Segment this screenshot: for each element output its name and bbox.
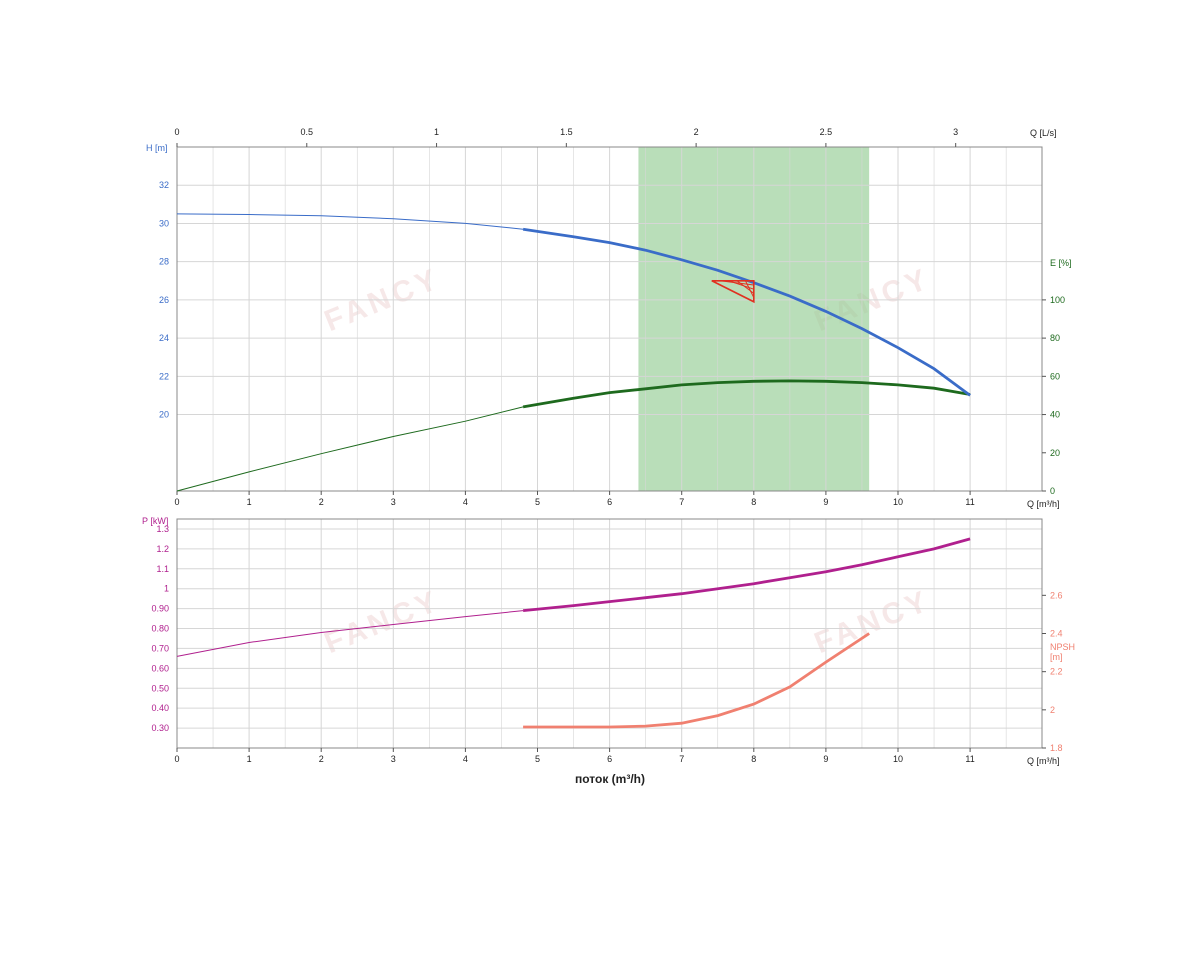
y-tick-label: 40 [1050, 410, 1060, 420]
y-tick-label: 2.6 [1050, 590, 1063, 600]
x-tick-label: 6 [607, 754, 612, 764]
y-tick-label: 1.8 [1050, 743, 1063, 753]
x-tick-label: 0 [174, 754, 179, 764]
y-tick-label: 2.2 [1050, 667, 1063, 677]
y-tick-label: 2 [1050, 705, 1055, 715]
power-npsh-chart: 0 1 2 3 4 5 6 7 8 9 10 11 0.300.400.500.600.700.800… [142, 516, 1075, 786]
top-tick-label: 1.5 [560, 127, 573, 137]
y-tick-label: 24 [159, 333, 169, 343]
y-tick-label: 80 [1050, 333, 1060, 343]
x-tick-label: 0 [174, 497, 179, 507]
duty-point-hatch [728, 280, 754, 290]
x-tick-label: 2 [319, 497, 324, 507]
x-tick-label: 5 [535, 754, 540, 764]
npsh-axis-ticks: 1.8 2 2.2 2.4 2.6 [1042, 590, 1063, 753]
duty-point-hatch [720, 280, 754, 286]
y-tick-label: 0.30 [151, 723, 169, 733]
power-axis-label: P [kW] [142, 516, 168, 526]
top-tick-label: 2 [694, 127, 699, 137]
y-tick-label: 0.70 [151, 643, 169, 653]
y-tick-label: 1.1 [156, 564, 169, 574]
y-tick-label: 0.90 [151, 604, 169, 614]
y-tick-label: 0 [1050, 486, 1055, 496]
x-tick-label: 2 [319, 754, 324, 764]
y-tick-label: 22 [159, 371, 169, 381]
top-tick-label: 1 [434, 127, 439, 137]
top-tick-label: 0 [174, 127, 179, 137]
head-efficiency-chart: 0 1 2 3 4 5 6 7 8 9 10 11 0 0.5 1 1.5 2 2.5 3 20 22 24 26 28 3… [146, 127, 1072, 509]
flow-axis-title: поток (m³/h) [575, 772, 645, 786]
upper-top-axis-label: Q [L/s] [1030, 128, 1057, 138]
x-tick-label: 8 [751, 754, 756, 764]
top-tick-label: 2.5 [820, 127, 833, 137]
x-tick-label: 1 [247, 497, 252, 507]
y-tick-label: 0.80 [151, 624, 169, 634]
power-curve-thin [176, 610, 524, 657]
x-tick-label: 8 [751, 497, 756, 507]
x-tick-label: 9 [823, 497, 828, 507]
npsh-curve [523, 632, 870, 729]
y-tick-label: 20 [159, 410, 169, 420]
y-tick-label: 100 [1050, 295, 1065, 305]
head-axis-ticks: 20 22 24 26 28 30 32 [159, 180, 169, 419]
x-tick-label: 9 [823, 754, 828, 764]
x-tick-label: 4 [463, 497, 468, 507]
upper-x-ticks: 0 1 2 3 4 5 6 7 8 9 10 11 [174, 491, 975, 507]
lower-grid [177, 519, 1042, 748]
head-axis-label: H [m] [146, 143, 168, 153]
y-tick-label: 1.3 [156, 524, 169, 534]
x-tick-label: 1 [247, 754, 252, 764]
upper-grid [177, 147, 1042, 491]
x-tick-label: 3 [391, 754, 396, 764]
upper-x-axis-label: Q [m³/h] [1027, 499, 1060, 509]
x-tick-label: 3 [391, 497, 396, 507]
y-tick-label: 0.40 [151, 703, 169, 713]
y-tick-label: 60 [1050, 371, 1060, 381]
npsh-axis-label-line1: NPSH [1050, 642, 1075, 652]
y-tick-label: 28 [159, 257, 169, 267]
y-tick-label: 20 [1050, 448, 1060, 458]
x-tick-label: 6 [607, 497, 612, 507]
x-tick-label: 10 [893, 497, 903, 507]
y-tick-label: 32 [159, 180, 169, 190]
lower-x-ticks: 0 1 2 3 4 5 6 7 8 9 10 11 [174, 748, 975, 764]
y-tick-label: 2.4 [1050, 629, 1063, 639]
x-tick-label: 7 [679, 497, 684, 507]
x-tick-label: 11 [965, 497, 974, 507]
duty-point-hatch [744, 280, 755, 298]
x-tick-label: 4 [463, 754, 468, 764]
duty-point-marker [711, 279, 755, 304]
head-curve-thin [176, 213, 524, 230]
y-tick-label: 26 [159, 295, 169, 305]
duty-point-triangle [711, 279, 755, 304]
npsh-axis-label-line2: [m] [1050, 652, 1063, 662]
x-tick-label: 11 [965, 754, 974, 764]
efficiency-axis-ticks: 0 20 40 60 80 100 [1042, 295, 1065, 496]
y-tick-label: 1 [164, 584, 169, 594]
x-tick-label: 10 [893, 754, 903, 764]
top-tick-label: 3 [953, 127, 958, 137]
upper-top-x-ticks: 0 0.5 1 1.5 2 2.5 3 [174, 127, 958, 147]
y-tick-label: 1.2 [156, 544, 169, 554]
lower-series [176, 537, 971, 729]
lower-x-axis-label: Q [m³/h] [1027, 756, 1060, 766]
y-tick-label: 0.60 [151, 663, 169, 673]
x-tick-label: 5 [535, 497, 540, 507]
efficiency-axis-label: E [%] [1050, 258, 1072, 268]
power-axis-ticks: 0.30 0.40 0.50 0.60 0.70 0.80 0.90 1 1.1 1.2 1.3 [151, 524, 169, 733]
y-tick-label: 0.50 [151, 683, 169, 693]
power-curve [522, 537, 971, 612]
efficiency-curve [522, 379, 971, 409]
efficiency-curve-thin [176, 406, 524, 492]
y-tick-label: 30 [159, 218, 169, 228]
top-tick-label: 0.5 [301, 127, 314, 137]
x-tick-label: 7 [679, 754, 684, 764]
